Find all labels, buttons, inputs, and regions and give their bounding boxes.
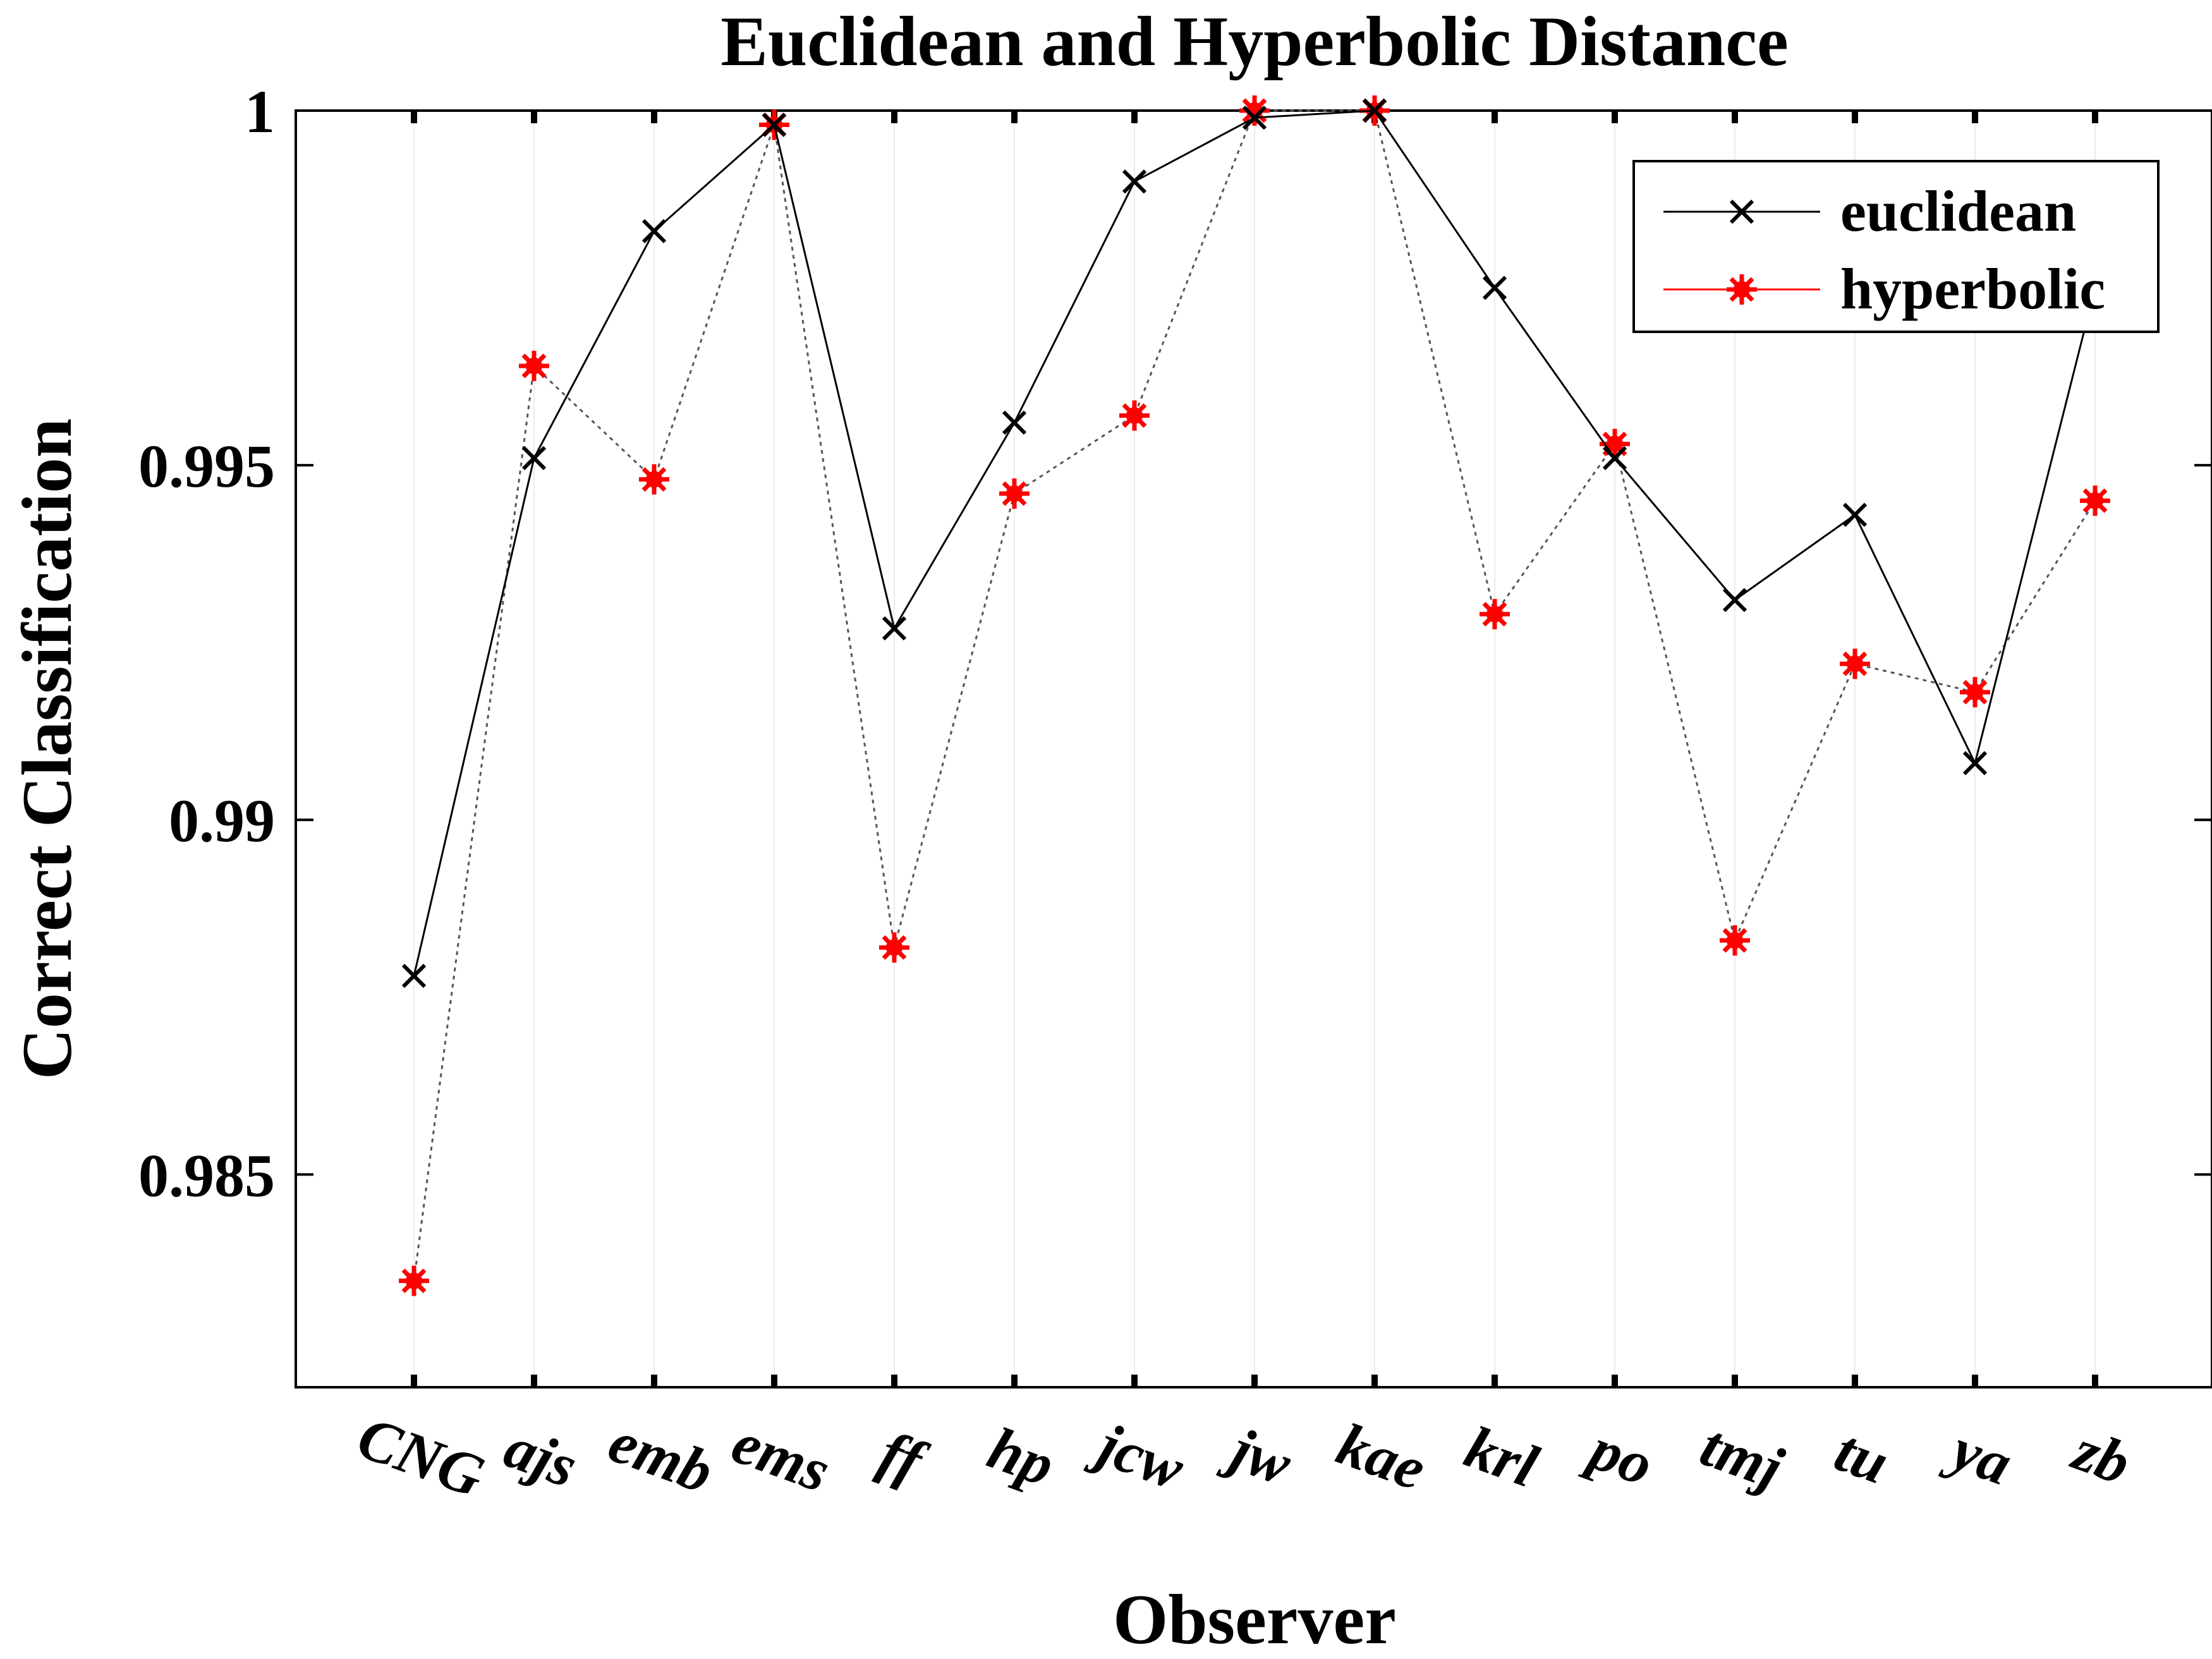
data-point-hyperbolic (519, 351, 549, 381)
data-point-euclidean (762, 112, 787, 137)
legend-marker-euclidean (1729, 199, 1754, 224)
x-tick-label: CNG (349, 1403, 493, 1510)
data-point-hyperbolic (879, 932, 909, 963)
data-point-hyperbolic (1720, 925, 1750, 956)
grid-layer (413, 111, 2096, 1387)
data-point-euclidean (1842, 502, 1868, 527)
x-tick-label: emb (600, 1407, 722, 1506)
data-point-euclidean (1002, 410, 1027, 435)
data-point-hyperbolic (1480, 599, 1510, 629)
data-point-euclidean (1482, 276, 1507, 300)
x-tick-label: zb (2063, 1415, 2139, 1498)
legend-box (1632, 160, 2160, 333)
data-point-hyperbolic (639, 464, 669, 495)
data-point-euclidean (882, 616, 907, 641)
data-point-euclidean (1962, 751, 1988, 775)
data-point-euclidean (401, 963, 427, 988)
x-tick-label: jcw (1083, 1407, 1193, 1503)
x-tick-label: tu (1826, 1416, 1897, 1497)
data-point-euclidean (641, 219, 667, 243)
data-point-hyperbolic (999, 478, 1030, 509)
y-tick-label: 0.995 (138, 432, 275, 500)
data-point-hyperbolic (1119, 400, 1150, 431)
y-tick-label: 0.985 (138, 1141, 275, 1209)
data-point-euclidean (1602, 446, 1627, 471)
y-tick-label: 0.99 (169, 787, 275, 854)
legend-label-hyperbolic: hyperbolic (1840, 257, 2105, 321)
legend: euclidean hyperbolic (1632, 160, 2160, 333)
x-tick-label: ya (1938, 1413, 2021, 1498)
x-tick-label: tmj (1692, 1411, 1792, 1502)
x-axis-label: Observer (1113, 1581, 1396, 1659)
data-point-euclidean (1722, 588, 1747, 612)
data-point-euclidean (1242, 106, 1267, 130)
data-point-hyperbolic (1960, 677, 1990, 708)
chart-title: Euclidean and Hyperbolic Distance (720, 3, 1788, 81)
data-point-euclidean (1122, 169, 1147, 194)
x-tick-label: hp (980, 1414, 1063, 1499)
data-point-hyperbolic (1840, 648, 1870, 679)
data-point-euclidean (521, 446, 547, 471)
x-tick-label: kae (1329, 1409, 1435, 1503)
x-tick-label: ajs (496, 1413, 586, 1500)
x-tick-label: ems (724, 1408, 839, 1505)
data-point-hyperbolic (399, 1265, 429, 1296)
x-tick-label: po (1577, 1413, 1662, 1498)
legend-label-euclidean: euclidean (1840, 179, 2076, 243)
data-point-euclidean (1362, 98, 1387, 123)
data-point-hyperbolic (1239, 95, 1270, 126)
y-tick-label: 1 (245, 78, 275, 145)
legend-marker-hyperbolic (1727, 274, 1757, 305)
y-axis-label: Correct Classification (8, 418, 87, 1079)
x-tick-label: jw (1215, 1412, 1301, 1498)
tick-layer (296, 109, 2212, 1387)
x-tick-label: ff (872, 1418, 937, 1497)
series-layer (399, 95, 2110, 1296)
data-point-hyperbolic (2080, 485, 2110, 516)
x-tick-label: krl (1457, 1413, 1547, 1500)
series-line-hyperbolic (413, 109, 2096, 1281)
